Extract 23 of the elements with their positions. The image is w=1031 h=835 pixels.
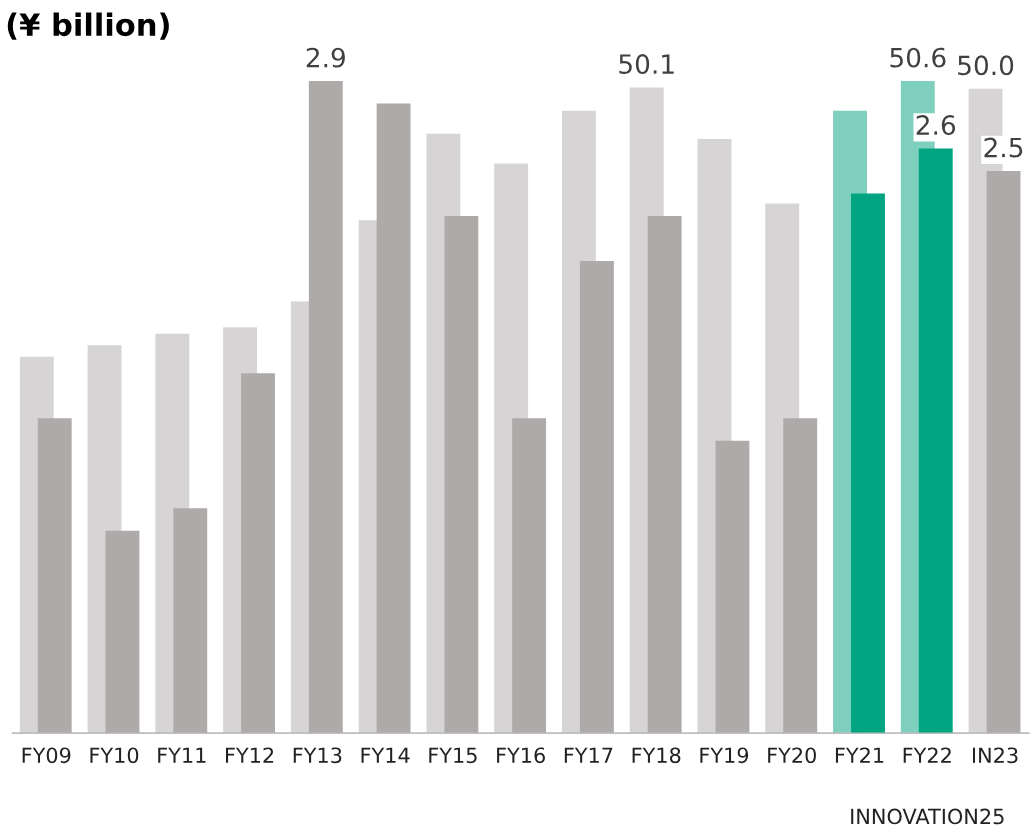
data-label: 2.5 bbox=[984, 137, 1023, 158]
data-label: 2.9 bbox=[306, 47, 345, 68]
x-tick-label: FY11 bbox=[158, 747, 206, 763]
x-tick-label: FY15 bbox=[429, 747, 477, 764]
x-tick-label: FY13 bbox=[293, 747, 342, 764]
x-tick-label: FY16 bbox=[497, 747, 545, 764]
x-tick-label: FY17 bbox=[564, 747, 613, 763]
x-tick-label: FY22 bbox=[903, 747, 951, 763]
data-label: 50.6 bbox=[890, 47, 946, 68]
x-tick-label: IN23 bbox=[972, 747, 1018, 764]
x-tick-label: FY14 bbox=[361, 747, 410, 763]
x-tick-label: FY21 bbox=[835, 747, 884, 763]
text: INNOVATION25 bbox=[851, 808, 1004, 825]
x-tick-label: FY20 bbox=[768, 747, 816, 764]
chart-title: (¥ billion) bbox=[7, 12, 169, 40]
x-tick-label: FY18 bbox=[632, 747, 681, 764]
x-tick-label: FY10 bbox=[90, 747, 139, 764]
data-label: 50.0 bbox=[958, 55, 1014, 76]
x-tick-label: FY19 bbox=[700, 747, 749, 764]
x-tick-label: FY12 bbox=[226, 747, 274, 763]
data-label: 2.6 bbox=[916, 115, 956, 136]
x-tick-label: FY09 bbox=[22, 747, 71, 764]
data-label: 50.1 bbox=[619, 54, 674, 75]
